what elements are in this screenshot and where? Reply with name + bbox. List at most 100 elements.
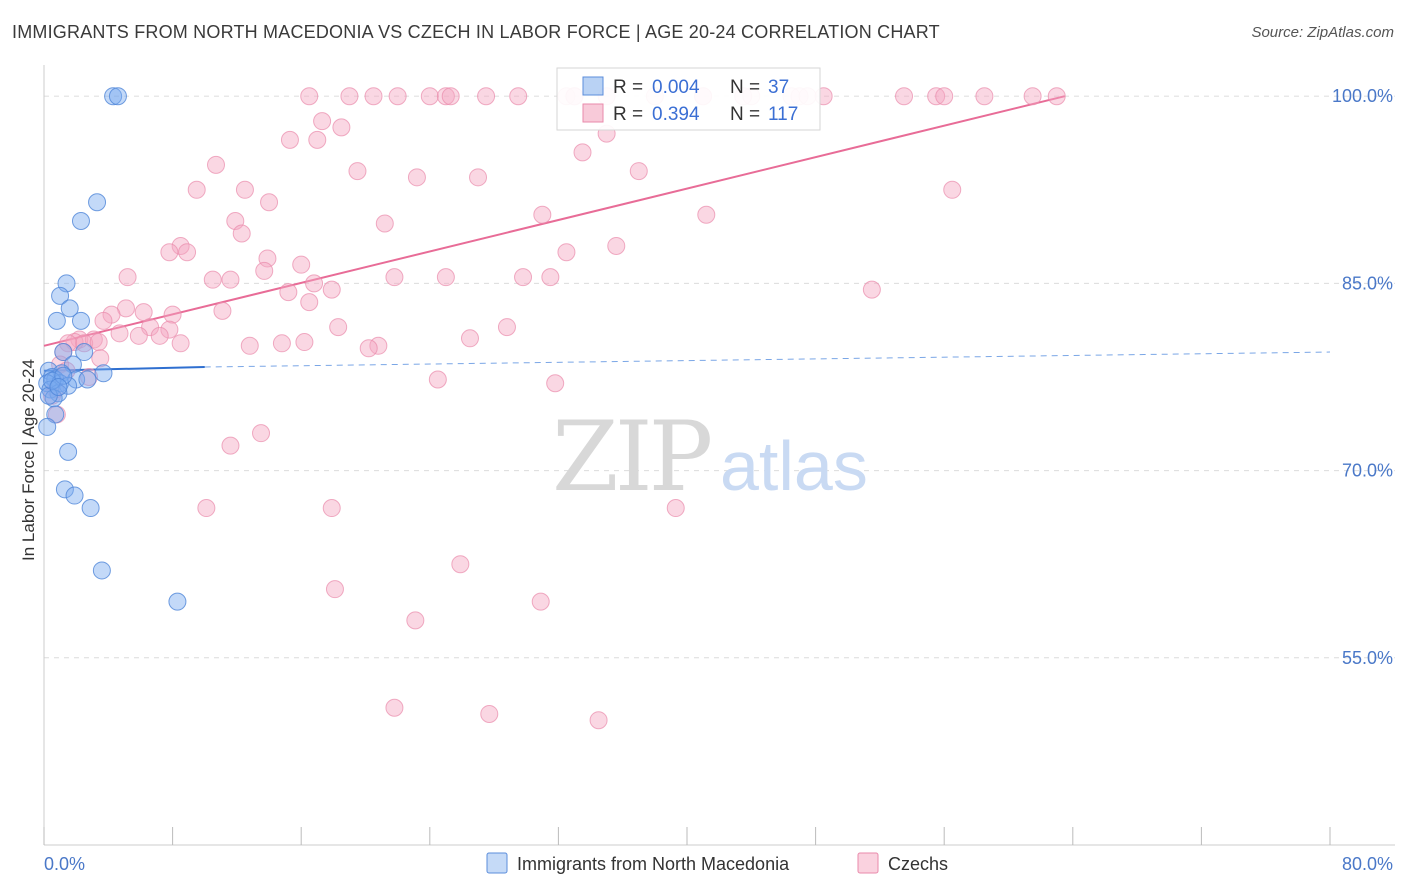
y-axis-label: In Labor Force | Age 20-24 [19, 359, 38, 561]
czechs-point [203, 270, 222, 289]
czechs-point [428, 370, 447, 389]
czechs-point [329, 318, 348, 337]
czechs-point [541, 268, 560, 287]
czechs-point [697, 205, 716, 224]
watermark-atlas: atlas [720, 427, 868, 505]
czechs-point [546, 374, 565, 393]
czechs-point [187, 180, 206, 199]
y-tick-label: 70.0% [1342, 461, 1393, 481]
czechs-point [89, 333, 108, 352]
czechs-point [221, 270, 240, 289]
macedonia-point [71, 212, 90, 230]
czechs-point [975, 87, 994, 106]
macedonia-point [75, 343, 94, 362]
macedonia-point [55, 480, 74, 499]
macedonia-point [108, 87, 127, 106]
czechs-point [84, 330, 103, 349]
czechs-point [332, 118, 351, 137]
czechs-point [514, 268, 533, 287]
trend-lines [43, 95, 1331, 372]
macedonia-point [81, 499, 100, 518]
czechs-point [340, 87, 359, 106]
czechs-point [235, 180, 254, 199]
czechs-point [232, 224, 251, 243]
y-tick-label: 100.0% [1332, 86, 1393, 106]
macedonia-point [65, 486, 84, 505]
czechs-point [607, 236, 626, 255]
czechs-point [94, 311, 113, 330]
source-label: Source: ZipAtlas.com [1251, 24, 1394, 41]
czechs-point [497, 318, 516, 337]
czechs-point [531, 592, 550, 611]
y-tick-label: 55.0% [1342, 648, 1393, 668]
czechs-point [163, 305, 182, 324]
czechs-point [313, 112, 332, 131]
bottom-legend-swatch [857, 852, 879, 874]
czechs-point [509, 87, 528, 106]
czechs-point [385, 698, 404, 717]
legend-n-value: 37 [768, 77, 789, 98]
czechs-point [364, 87, 383, 106]
czechs-point [91, 349, 110, 368]
czechs-point [160, 320, 179, 339]
czechs-point [407, 168, 426, 187]
czechs-point [666, 499, 685, 518]
czechs-point [221, 436, 240, 455]
legend-n-value: 117 [768, 104, 798, 125]
czechs-point [436, 268, 455, 287]
macedonia-point [92, 561, 111, 580]
czechs-trend-line [43, 95, 1065, 347]
data-points [38, 87, 1066, 730]
czechs-point [460, 329, 479, 348]
czechs-point [300, 87, 319, 106]
axes [43, 65, 1395, 846]
legend-n-label: N = [730, 104, 760, 125]
czechs-point [295, 333, 314, 352]
macedonia-point [168, 592, 187, 611]
watermark-zip: ZIP [552, 401, 711, 513]
czechs-point [441, 87, 460, 106]
czechs-point [325, 580, 344, 599]
czechs-point [375, 214, 394, 233]
czechs-point [255, 261, 274, 280]
czechs-point [280, 130, 299, 149]
legend-r-value: 0.394 [652, 104, 700, 125]
y-tick-label: 85.0% [1342, 273, 1393, 293]
czechs-point [935, 87, 954, 106]
y-tick-labels: 55.0% 70.0% 85.0% 100.0% [1332, 86, 1393, 668]
czechs-point [197, 499, 216, 518]
bottom-legend-label: Czechs [888, 854, 948, 874]
legend-r-value: 0.004 [652, 77, 700, 98]
czechs-point [359, 339, 378, 358]
czechs-point [388, 87, 407, 106]
bottom-legend: Immigrants from North Macedonia Czechs [486, 852, 948, 874]
czechs-point [260, 193, 279, 212]
czechs-point [1047, 87, 1066, 106]
czechs-point [451, 555, 470, 574]
macedonia-point [49, 377, 68, 396]
czechs-point [589, 711, 608, 730]
czechs-point [160, 243, 179, 262]
czechs-point [279, 283, 298, 302]
czechs-point [272, 334, 291, 353]
czechs-point [171, 334, 190, 353]
macedonia-point [78, 370, 97, 389]
czechs-point [292, 255, 311, 274]
czechs-point [862, 280, 881, 299]
macedonia-point [59, 376, 78, 395]
x-tick-label-min: 0.0% [44, 854, 85, 874]
czechs-point [178, 243, 197, 262]
czechs-point [300, 293, 319, 312]
czechs-point [305, 274, 324, 293]
chart-title: IMMIGRANTS FROM NORTH MACEDONIA VS CZECH… [12, 22, 940, 42]
macedonia-point [94, 364, 113, 383]
macedonia-trend-extension [204, 351, 1331, 368]
macedonia-point [51, 286, 70, 305]
legend-n-label: N = [730, 77, 760, 98]
watermark: ZIP atlas [552, 401, 868, 513]
czechs-point [895, 87, 914, 106]
czechs-point [629, 162, 648, 181]
czechs-point [110, 324, 129, 343]
macedonia-point [54, 366, 73, 385]
